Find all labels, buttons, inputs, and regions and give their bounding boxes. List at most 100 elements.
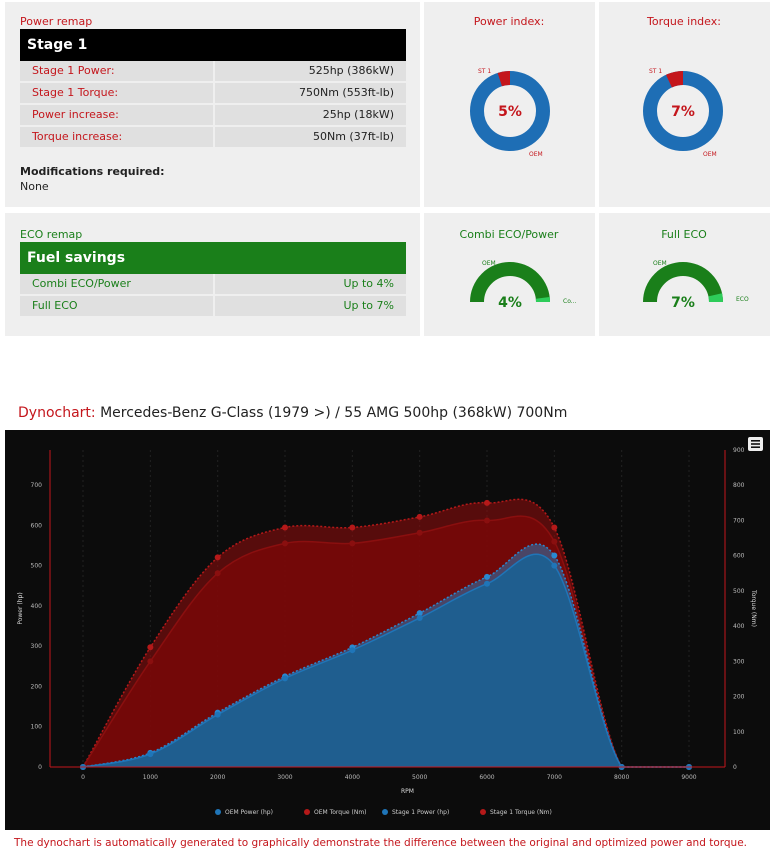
data-point <box>416 513 423 520</box>
dynochart-svg: 0100200300400500600700010020030040050060… <box>17 437 763 816</box>
data-point <box>214 570 221 577</box>
data-point <box>484 499 490 506</box>
full-eco-label: Full ECO <box>20 296 213 316</box>
chart-dots <box>80 499 692 770</box>
left-axis-title: Power (hp) <box>17 592 24 624</box>
right-tick-label: 600 <box>733 553 745 560</box>
data-point <box>349 540 356 547</box>
power-index-donut: ST 1 OEM 5% <box>470 68 550 158</box>
right-axis-title: Torque (Nm) <box>750 589 757 627</box>
data-point <box>484 573 490 580</box>
dynochart-footnote: The dynochart is automatically generated… <box>14 837 748 849</box>
right-tick-label: 200 <box>733 694 745 701</box>
chart-menu-icon[interactable] <box>748 437 763 451</box>
power-remap-title: Power remap <box>20 15 93 28</box>
power-index-base-label: OEM <box>529 151 543 158</box>
torque-increase-value: 50Nm (37ft-lb) <box>215 127 406 147</box>
data-point <box>416 610 423 617</box>
data-point <box>484 580 490 587</box>
combi-eco-row: Combi ECO/Power Up to 4% <box>20 274 406 294</box>
legend-marker <box>215 809 221 815</box>
power-index-slice <box>497 71 511 87</box>
power-row: Stage 1 Power: 525hp (386kW) <box>20 61 406 81</box>
legend-label: Stage 1 Power (hp) <box>392 809 449 816</box>
power-index-title: Power index: <box>473 15 545 28</box>
dynochart-heading-text: Mercedes-Benz G-Class (1979 >) / 55 AMG … <box>100 405 568 421</box>
torque-row: Stage 1 Torque: 750Nm (553ft-lb) <box>20 83 406 103</box>
legend-marker <box>480 809 486 815</box>
chart-areas <box>83 499 689 767</box>
full-eco-row: Full ECO Up to 7% <box>20 296 406 316</box>
x-tick-label: 9000 <box>681 774 696 781</box>
power-increase-value: 25hp (18kW) <box>215 105 406 125</box>
legend-label: OEM Torque (Nm) <box>314 809 367 816</box>
torque-index-percent: 7% <box>671 104 695 120</box>
right-tick-label: 400 <box>733 623 745 630</box>
x-tick-label: 2000 <box>210 774 225 781</box>
data-point <box>416 529 423 536</box>
right-tick-label: 900 <box>733 447 745 454</box>
data-point <box>147 658 154 665</box>
power-increase-row: Power increase: 25hp (18kW) <box>20 105 406 125</box>
combi-eco-base-label: OEM <box>482 260 496 267</box>
right-tick-label: 800 <box>733 482 745 489</box>
torque-index-title: Torque index: <box>647 15 721 28</box>
x-tick-label: 1000 <box>143 774 158 781</box>
x-tick-label: 6000 <box>479 774 494 781</box>
data-point <box>147 751 154 758</box>
torque-index-slice <box>665 71 684 88</box>
data-point <box>551 562 558 569</box>
series-line <box>82 515 689 768</box>
dynochart-heading: Dynochart: Mercedes-Benz G-Class (1979 >… <box>18 405 567 421</box>
chart-legend: OEM Power (hp) OEM Torque (Nm) Stage 1 Pow… <box>215 809 552 816</box>
full-eco-value: Up to 7% <box>215 296 406 316</box>
right-tick-label: 500 <box>733 588 745 595</box>
left-tick-label: 300 <box>31 643 43 650</box>
data-point <box>282 540 288 547</box>
data-point <box>282 675 288 682</box>
combi-eco-label: Combi ECO/Power <box>20 274 213 294</box>
right-tick-label: 100 <box>733 729 745 736</box>
full-eco-base-label: OEM <box>653 260 667 267</box>
x-tick-label: 5000 <box>412 774 427 781</box>
full-eco-slice-label: ECO <box>736 296 749 303</box>
data-point <box>282 524 288 531</box>
legend-marker <box>382 809 388 815</box>
left-tick-label: 500 <box>31 563 43 570</box>
power-index-percent: 5% <box>498 104 522 120</box>
data-point <box>214 554 221 561</box>
left-tick-label: 600 <box>31 522 43 529</box>
power-increase-label: Power increase: <box>20 105 213 125</box>
legend-label: OEM Power (hp) <box>225 809 273 816</box>
power-index-slice-label: ST 1 <box>478 68 491 75</box>
series-line <box>82 553 689 768</box>
data-point <box>484 517 490 524</box>
data-point <box>349 524 356 531</box>
full-eco-percent: 7% <box>671 295 695 311</box>
data-point <box>551 552 558 559</box>
legend-marker <box>304 809 310 815</box>
combi-eco-percent: 4% <box>498 295 522 311</box>
x-axis-title: RPM <box>401 788 414 795</box>
data-point <box>214 711 221 718</box>
power-row-label: Stage 1 Power: <box>20 61 213 81</box>
combi-eco-value: Up to 4% <box>215 274 406 294</box>
x-tick-label: 0 <box>81 774 85 781</box>
data-point <box>551 524 558 531</box>
torque-increase-label: Torque increase: <box>20 127 213 147</box>
left-tick-label: 400 <box>31 603 43 610</box>
full-eco-gauge: OEM ECO 7% <box>643 260 749 311</box>
left-tick-label: 0 <box>38 764 42 771</box>
legend-label: Stage 1 Torque (Nm) <box>490 809 552 816</box>
x-tick-label: 3000 <box>277 774 292 781</box>
torque-index-base-label: OEM <box>703 151 717 158</box>
data-point <box>416 614 423 621</box>
full-eco-slice <box>708 293 723 303</box>
right-tick-label: 300 <box>733 658 745 665</box>
x-tick-label: 8000 <box>614 774 629 781</box>
torque-index-panel <box>599 2 770 207</box>
right-tick-label: 0 <box>733 764 737 771</box>
x-tick-label: 7000 <box>547 774 562 781</box>
dynochart-heading-prefix: Dynochart: <box>18 405 96 421</box>
data-point <box>551 538 558 545</box>
